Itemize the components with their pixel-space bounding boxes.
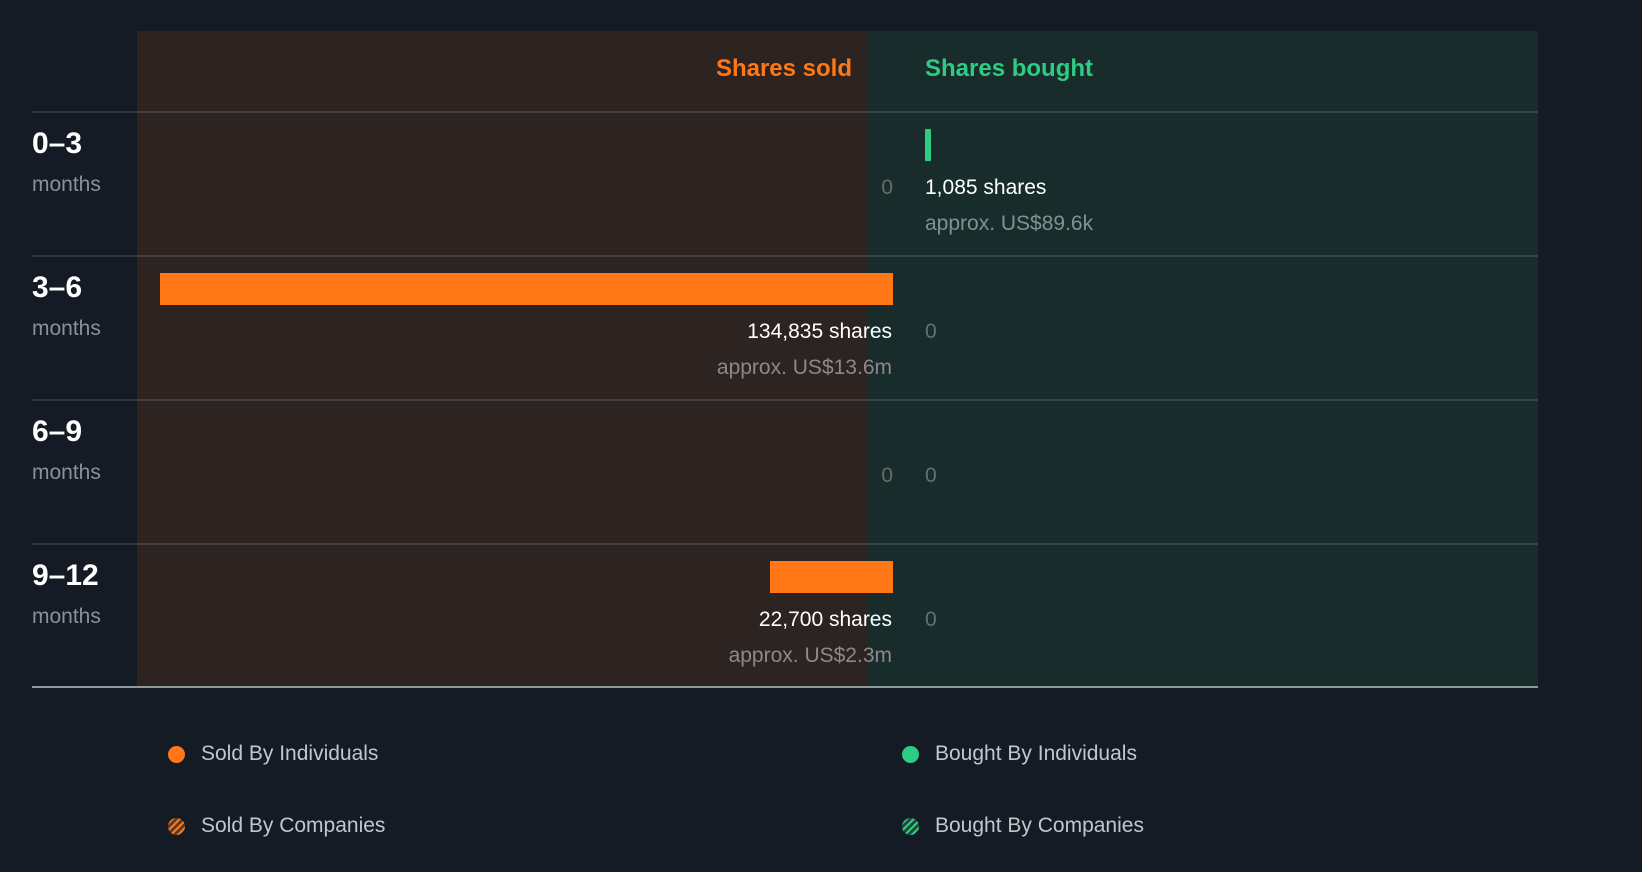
legend-bought-companies: Bought By Companies [902, 814, 1144, 838]
baseline-axis [32, 686, 1538, 688]
period-label: 6–9 [32, 415, 83, 448]
period-unit: months [32, 317, 101, 340]
legend-label: Bought By Companies [935, 814, 1144, 837]
row-divider [32, 255, 1538, 257]
row-divider [32, 399, 1538, 401]
period-row-9-12: 9–12 months 22,700 shares approx. US$2.3… [0, 545, 1642, 689]
hatched-orange-dot-icon [168, 817, 185, 835]
period-unit: months [32, 461, 101, 484]
solid-orange-dot-icon [168, 745, 185, 763]
shares-bought-header: Shares bought [925, 55, 1094, 82]
bought-bar [925, 129, 931, 161]
period-label: 3–6 [32, 271, 83, 304]
bought-approx-value: approx. US$89.6k [925, 212, 1094, 235]
bought-shares-value: 1,085 shares [925, 176, 1047, 199]
period-label: 9–12 [32, 559, 99, 592]
legend-sold-companies: Sold By Companies [168, 814, 385, 838]
legend-sold-individuals: Sold By Individuals [168, 742, 378, 766]
period-unit: months [32, 605, 101, 628]
legend-label: Sold By Individuals [201, 742, 379, 765]
bought-zero-value: 0 [925, 608, 937, 631]
bought-zero-value: 0 [925, 320, 937, 343]
legend-bought-individuals: Bought By Individuals [902, 742, 1137, 766]
shares-sold-header: Shares sold [715, 55, 852, 82]
period-row-6-9: 6–9 months 0 0 [0, 401, 1642, 545]
period-label: 0–3 [32, 127, 83, 160]
solid-green-dot-icon [902, 745, 919, 763]
legend-label: Bought By Individuals [935, 742, 1137, 765]
period-row-3-6: 3–6 months 134,835 shares approx. US$13.… [0, 257, 1642, 401]
sold-shares-value: 134,835 shares [747, 320, 892, 343]
sold-approx-value: approx. US$13.6m [716, 356, 892, 379]
sold-bar [160, 273, 893, 305]
bought-zero-value: 0 [925, 464, 937, 487]
sold-bar [770, 561, 893, 593]
period-unit: months [32, 173, 101, 196]
sold-zero-value: 0 [881, 464, 893, 487]
period-row-0-3: 0–3 months 0 1,085 shares approx. US$89.… [0, 113, 1642, 257]
sold-approx-value: approx. US$2.3m [728, 644, 892, 667]
row-divider [32, 111, 1538, 113]
sold-shares-value: 22,700 shares [758, 608, 892, 631]
sold-column-background [137, 31, 868, 687]
legend-label: Sold By Companies [201, 814, 386, 837]
hatched-green-dot-icon [902, 817, 919, 835]
row-divider [32, 543, 1538, 545]
sold-zero-value: 0 [881, 176, 893, 199]
bought-column-background [868, 31, 1538, 687]
